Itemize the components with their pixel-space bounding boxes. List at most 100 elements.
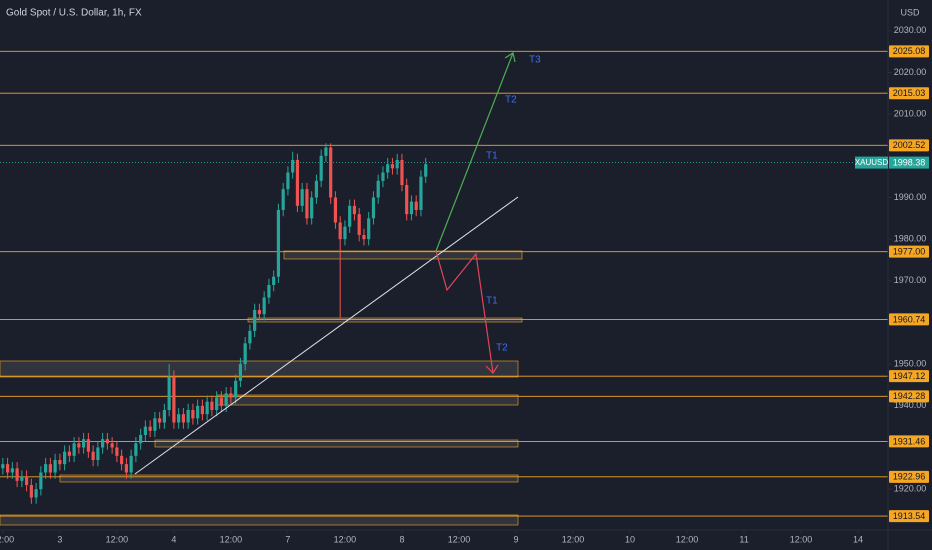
zone <box>0 360 519 378</box>
level-label: 1977.00 <box>893 247 926 257</box>
candle-body <box>205 401 209 415</box>
candle-body <box>400 160 404 185</box>
candle-body <box>386 164 390 173</box>
candle-body <box>53 460 57 473</box>
x-tick-label: 14 <box>853 534 863 544</box>
candle-body <box>191 410 195 419</box>
level-label-box <box>889 470 929 483</box>
bear-arrow <box>435 250 494 374</box>
candle-body <box>63 451 67 465</box>
candle-body <box>10 468 14 473</box>
level-label: 1922.96 <box>893 472 926 482</box>
zone <box>59 474 519 483</box>
zone <box>154 439 519 448</box>
level-label: 2002.52 <box>893 140 926 150</box>
candle-body <box>15 468 19 481</box>
level-label: 1931.46 <box>893 436 926 446</box>
candle-body <box>82 439 86 448</box>
level-label: 1942.28 <box>893 391 926 401</box>
x-tick-label: 12:00 <box>790 534 813 544</box>
candle-body <box>310 197 314 219</box>
candle-body <box>362 235 366 240</box>
chart-title: Gold Spot / U.S. Dollar, 1h, FX <box>6 8 142 19</box>
level-label-box <box>889 139 929 152</box>
candle-body <box>143 426 147 435</box>
candle-body <box>1 464 5 469</box>
candle-body <box>34 489 38 498</box>
y-tick-label: 1970.00 <box>894 275 927 285</box>
x-tick-label: 9 <box>513 534 518 544</box>
candle-body <box>105 439 109 444</box>
y-tick-label: 2020.00 <box>894 67 927 77</box>
target-label: T3 <box>529 55 541 66</box>
level-label-box <box>889 313 929 326</box>
x-tick-label: 3 <box>57 534 62 544</box>
zone <box>283 250 523 260</box>
candle-body <box>405 185 409 215</box>
candle-body <box>58 460 62 465</box>
target-label: T1 <box>486 296 498 307</box>
candle-body <box>29 485 33 498</box>
x-tick-label: 4 <box>171 534 176 544</box>
candle-body <box>367 218 371 240</box>
candle-body <box>39 472 43 490</box>
candle-body <box>139 435 143 444</box>
candle-body <box>253 310 257 331</box>
candle-body <box>67 451 71 456</box>
bull-arrow-head <box>504 52 516 63</box>
x-tick-label: 11 <box>739 534 748 544</box>
y-tick-label: 2010.00 <box>894 109 927 119</box>
symbol-box <box>855 156 888 169</box>
candle-body <box>357 214 361 235</box>
candle-body <box>267 285 271 298</box>
candle-body <box>395 160 399 169</box>
x-tick-label: 8 <box>399 534 404 544</box>
y-tick-label: 1920.00 <box>894 484 927 494</box>
level-label-box <box>889 370 929 383</box>
candle-body <box>6 464 10 473</box>
zone <box>0 514 519 526</box>
currency: USD <box>900 7 920 17</box>
zones <box>0 250 523 526</box>
candle-body <box>167 376 171 410</box>
x-tick-label: 7 <box>285 534 290 544</box>
candle-body <box>291 160 295 173</box>
candle-body <box>186 410 190 423</box>
candle-body <box>124 464 128 473</box>
candle-body <box>115 447 119 456</box>
candle-body <box>210 401 214 410</box>
candle-body <box>177 414 181 423</box>
candle-body <box>376 180 380 198</box>
candle-body <box>272 276 276 285</box>
bear-arrow-head <box>485 364 499 374</box>
target-label: T2 <box>505 95 517 106</box>
bull-arrow <box>435 52 514 252</box>
candle-body <box>120 455 124 465</box>
candle-body <box>371 197 376 219</box>
candle-body <box>238 364 243 381</box>
candle-body <box>424 164 428 177</box>
level-label-box <box>889 45 929 58</box>
level-label: 2015.03 <box>893 88 926 98</box>
candle-body <box>224 393 228 406</box>
candle-body <box>110 443 114 448</box>
candle-body <box>181 414 185 423</box>
y-tick-label: 1940.00 <box>894 400 927 410</box>
candle-body <box>215 397 219 410</box>
candle-body <box>257 310 262 315</box>
candle-body <box>352 205 357 215</box>
candle-body <box>305 189 309 219</box>
x-tick-label: 12:00 <box>676 534 699 544</box>
candle-body <box>134 443 138 456</box>
x-tick-label: 12:00 <box>106 534 129 544</box>
candle-body <box>324 147 328 156</box>
candle-body <box>286 172 290 190</box>
candle-body <box>219 397 224 406</box>
y-tick-label: 1950.00 <box>894 359 927 369</box>
candle-body <box>276 210 281 277</box>
x-tick-label: 12:00 <box>0 534 14 544</box>
drawings: T3 T2 T1 T1 T2 <box>134 52 541 475</box>
candle-body <box>77 443 81 448</box>
candle-body <box>162 410 166 423</box>
candle-body <box>343 226 347 240</box>
